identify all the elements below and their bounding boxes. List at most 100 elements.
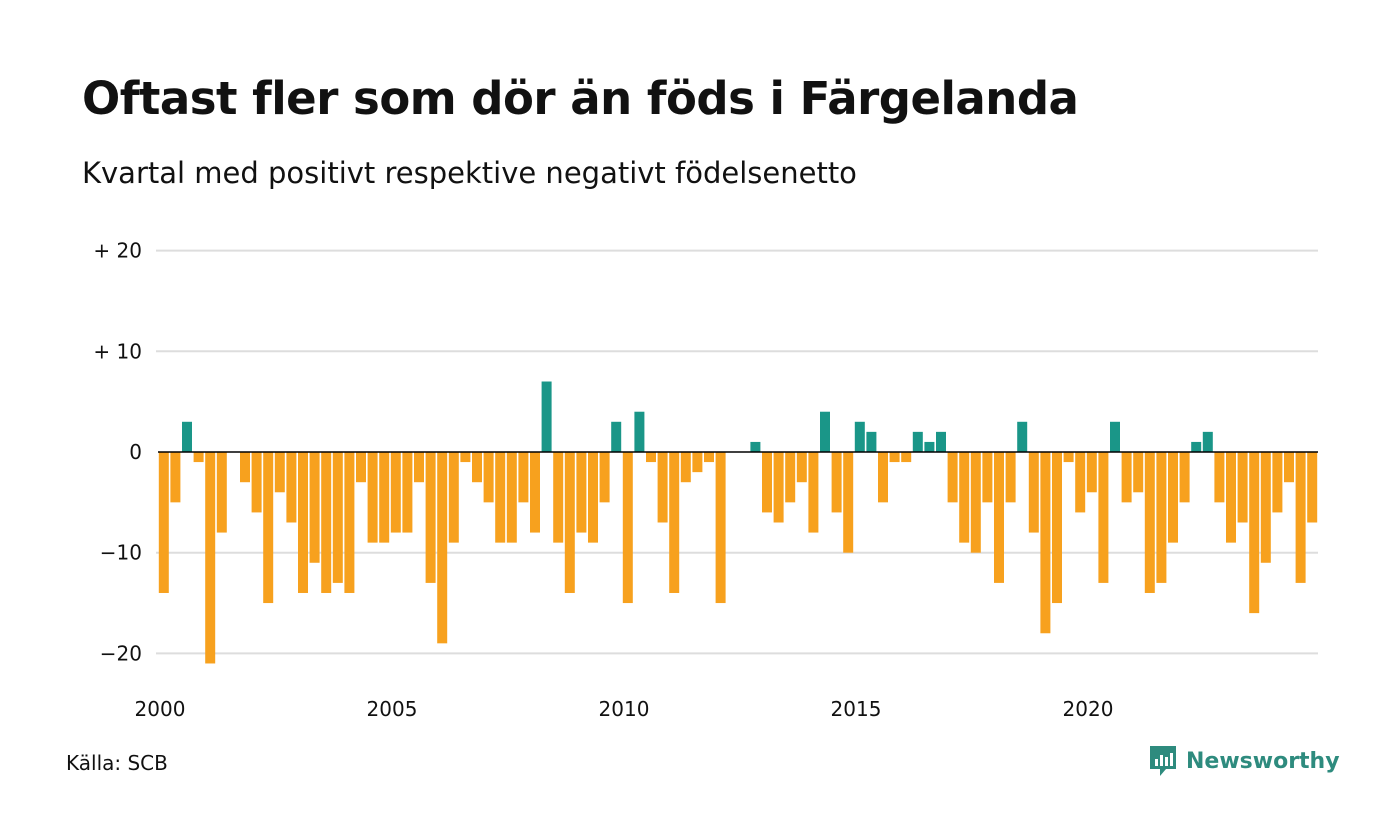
bar-negative	[599, 452, 610, 503]
y-tick-label: −20	[100, 641, 142, 665]
x-tick-label: 2005	[367, 697, 418, 721]
bar-negative	[356, 452, 366, 483]
bar-negative	[332, 452, 343, 583]
bar-positive	[924, 441, 935, 452]
newsworthy-logo-icon	[1150, 746, 1176, 776]
bar-negative	[1179, 452, 1190, 503]
bar-negative	[831, 452, 842, 513]
bar-negative	[251, 452, 262, 513]
bar-negative	[425, 452, 436, 583]
chart-title: Oftast fler som dör än föds i Färgelanda	[82, 72, 1079, 125]
grid-layer	[156, 249, 1318, 655]
bar-negative	[692, 452, 703, 473]
bar-negative	[518, 452, 529, 503]
bar-negative	[1005, 452, 1016, 503]
bar-negative	[669, 452, 680, 593]
bar-positive	[750, 441, 761, 452]
bar-positive	[854, 421, 865, 452]
bar-negative	[216, 452, 227, 533]
bar-negative	[715, 452, 726, 604]
bar-negative	[994, 452, 1004, 583]
bar-negative	[298, 452, 308, 593]
bar-negative	[1307, 452, 1318, 523]
bar-negative	[1052, 452, 1062, 604]
bar-negative	[1260, 452, 1271, 563]
bar-negative	[1272, 452, 1283, 513]
bar-negative	[344, 452, 355, 593]
y-tick-label: −10	[100, 541, 142, 565]
x-tick-label: 2015	[831, 697, 882, 721]
bar-negative	[274, 452, 285, 493]
bar-positive	[182, 421, 192, 452]
bar-negative	[878, 452, 888, 503]
bar-negative	[1075, 452, 1086, 513]
bar-negative	[390, 452, 401, 533]
bar-negative	[1144, 452, 1155, 593]
bar-negative	[379, 452, 390, 543]
bar-negative	[1098, 452, 1109, 583]
bar-negative	[1063, 452, 1074, 463]
x-tick-label: 2000	[135, 697, 186, 721]
bar-negative	[982, 452, 993, 503]
y-tick-label: + 10	[93, 339, 142, 363]
bar-negative	[576, 452, 587, 533]
bar-negative	[1237, 452, 1248, 523]
x-tick-label: 2020	[1063, 697, 1114, 721]
bar-negative	[240, 452, 250, 483]
brand-name: Newsworthy	[1186, 748, 1340, 774]
source-label: Källa: SCB	[66, 751, 168, 775]
bar-negative	[588, 452, 598, 543]
bar-negative	[414, 452, 424, 483]
bar-negative	[286, 452, 297, 523]
bar-negative	[901, 452, 912, 463]
bar-negative	[367, 452, 378, 543]
bar-positive	[634, 411, 645, 452]
bar-negative	[1284, 452, 1294, 483]
bar-negative	[437, 452, 448, 644]
bar-negative	[959, 452, 970, 543]
bar-negative	[762, 452, 772, 513]
bar-positive	[611, 421, 622, 452]
bar-negative	[773, 452, 784, 523]
bar-negative	[1040, 452, 1051, 634]
bar-negative	[495, 452, 506, 543]
bar-negative	[483, 452, 494, 503]
y-tick-label: + 20	[93, 239, 142, 263]
bar-negative	[843, 452, 854, 553]
bar-negative	[472, 452, 482, 483]
bar-positive	[820, 411, 830, 452]
bar-negative	[205, 452, 216, 664]
bar-negative	[448, 452, 459, 543]
bar-negative	[646, 452, 656, 463]
bar-negative	[1028, 452, 1039, 533]
bar-negative	[263, 452, 274, 604]
bar-negative	[947, 452, 958, 503]
bar-negative	[970, 452, 981, 553]
axis-layer: + 20 + 10 0 −10 −20 2000 2005 2010 2015 2020	[93, 239, 1318, 721]
bar-negative	[680, 452, 691, 483]
bar-negative	[402, 452, 413, 533]
bar-positive	[936, 431, 946, 452]
bar-negative	[1226, 452, 1236, 543]
bar-positive	[1017, 421, 1028, 452]
bar-negative	[564, 452, 575, 593]
bar-negative	[1168, 452, 1178, 543]
bar-negative	[622, 452, 633, 604]
bar-negative	[170, 452, 181, 503]
bar-positive	[1202, 431, 1213, 452]
brand-logo[interactable]: Newsworthy	[1148, 744, 1340, 778]
bar-negative	[506, 452, 517, 543]
bar-negative	[889, 452, 900, 463]
bar-negative	[193, 452, 204, 463]
bar-negative	[1249, 452, 1260, 614]
bar-negative	[704, 452, 714, 463]
bar-negative	[553, 452, 564, 543]
chart-subtitle: Kvartal med positivt respektive negativt…	[82, 156, 857, 190]
x-tick-label: 2010	[599, 697, 650, 721]
bar-negative	[1295, 452, 1306, 583]
bar-positive	[1191, 441, 1202, 452]
bar-positive	[541, 381, 552, 452]
bar-negative	[785, 452, 796, 503]
bar-negative	[808, 452, 819, 533]
